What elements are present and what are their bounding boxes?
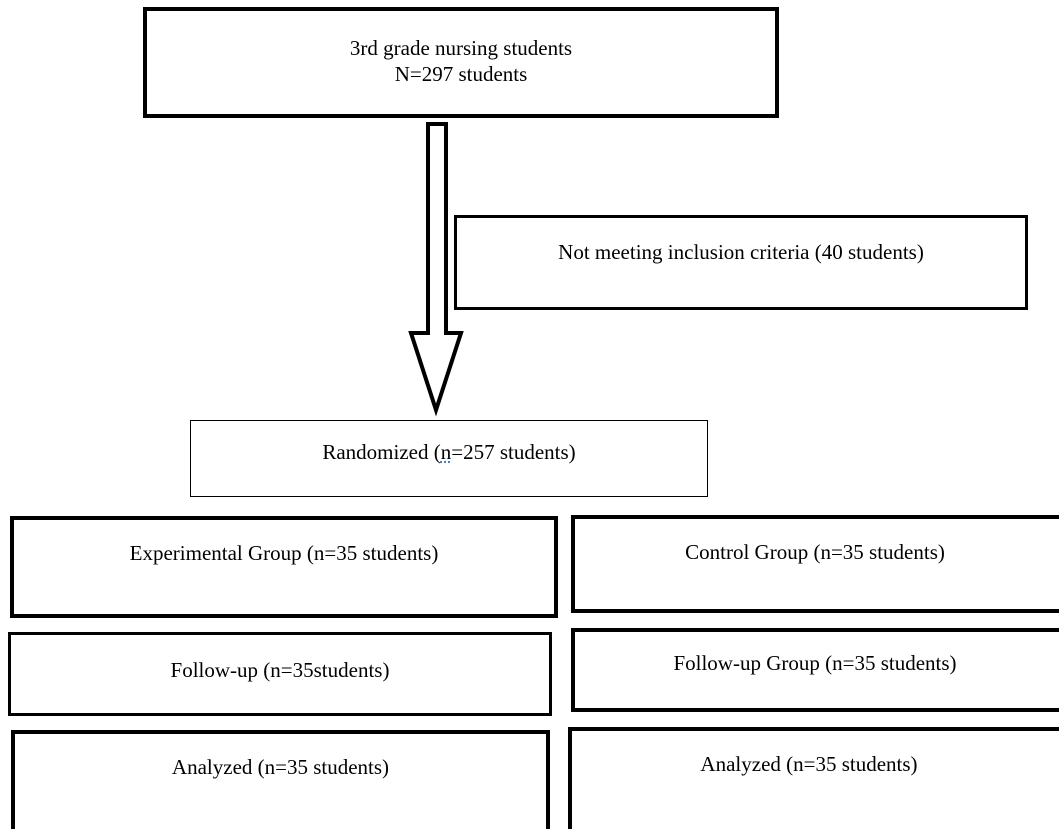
control-followup-label: Follow-up Group (n=35 students) — [673, 651, 957, 675]
population-line2: N=297 students — [394, 62, 528, 86]
experimental-analyzed-label: Analyzed (n=35 students) — [171, 755, 390, 779]
control-group-box: Control Group (n=35 students) — [571, 515, 1059, 613]
flow-arrow-shape — [408, 122, 464, 417]
control-followup-box: Follow-up Group (n=35 students) — [571, 628, 1059, 712]
randomized-box: Randomized (n=257 students) — [190, 420, 708, 497]
exclusion-label: Not meeting inclusion criteria (40 stude… — [558, 240, 924, 264]
experimental-followup-label: Follow-up (n=35students) — [170, 658, 390, 682]
control-group-label: Control Group (n=35 students) — [685, 540, 945, 564]
control-analyzed-label: Analyzed (n=35 students) — [700, 752, 918, 776]
experimental-group-box: Experimental Group (n=35 students) — [10, 516, 558, 618]
randomized-label: Randomized (n=257 students) — [322, 440, 576, 464]
control-analyzed-box: Analyzed (n=35 students) — [568, 727, 1059, 829]
population-box: 3rd grade nursing students N=297 student… — [143, 7, 779, 118]
exclusion-box: Not meeting inclusion criteria (40 stude… — [454, 215, 1028, 310]
randomized-n: n — [440, 440, 452, 464]
experimental-group-label: Experimental Group (n=35 students) — [129, 541, 439, 565]
experimental-followup-box: Follow-up (n=35students) — [8, 632, 552, 716]
experimental-analyzed-box: Analyzed (n=35 students) — [11, 730, 550, 829]
population-line1: 3rd grade nursing students — [349, 36, 573, 60]
